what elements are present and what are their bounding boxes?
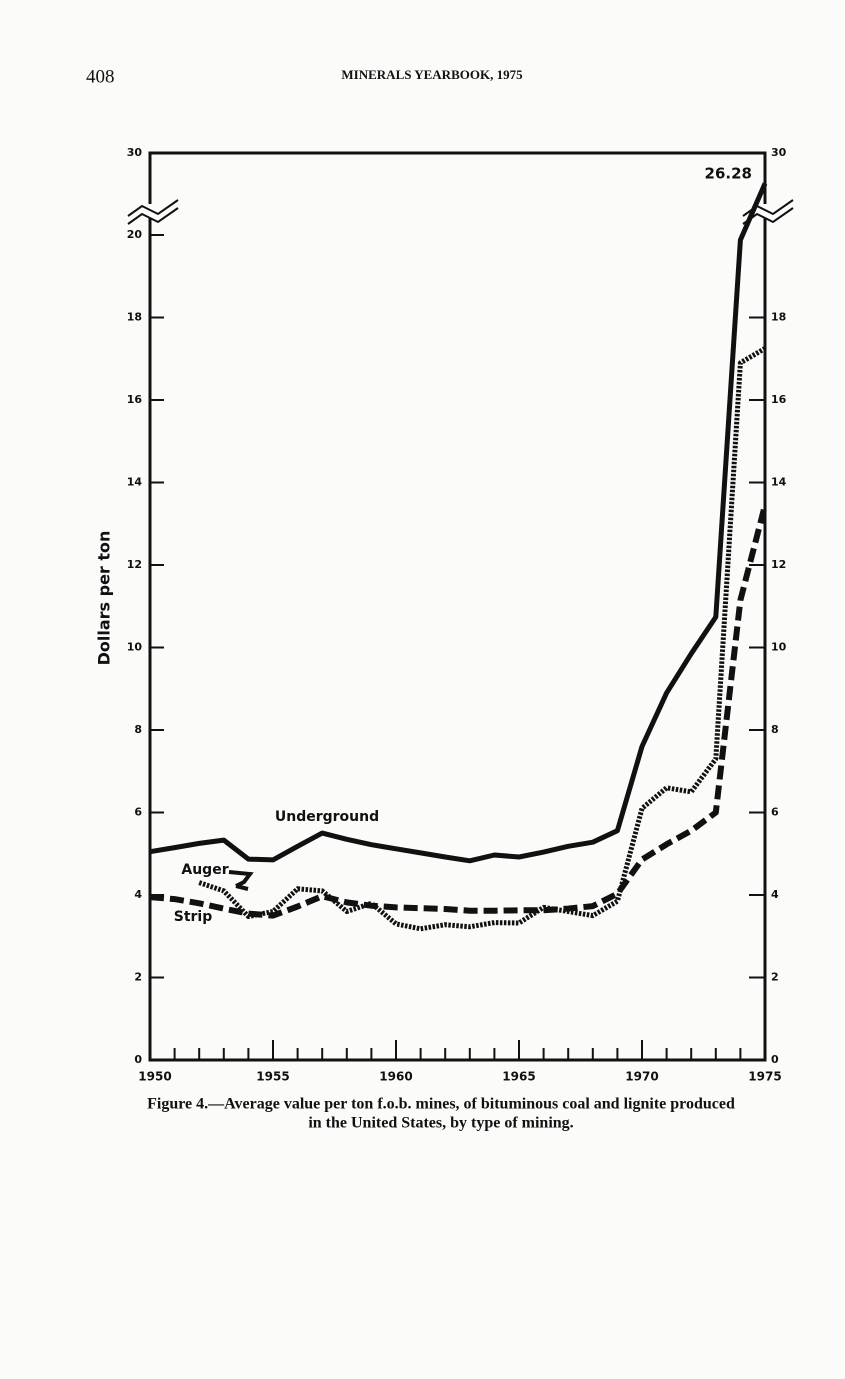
caption-line: in the United States, by type of mining. <box>308 1115 573 1132</box>
y-tick-label: 4 <box>134 888 142 901</box>
y2-tick-label: 6 <box>771 806 779 819</box>
x-tick-label: 1965 <box>502 1070 535 1084</box>
annotation: 26.28 <box>705 165 752 183</box>
y2-tick-label: 30 <box>771 146 787 159</box>
y2-tick-label: 2 <box>771 971 779 984</box>
y2-tick-label: 0 <box>771 1053 779 1066</box>
y-tick-label: 16 <box>127 393 143 406</box>
running-title: MINERALS YEARBOOK, 1975 <box>341 67 523 82</box>
y2-tick-label: 4 <box>771 888 779 901</box>
y-tick-label: 0 <box>134 1053 142 1066</box>
y-tick-label: 10 <box>127 641 143 654</box>
y2-tick-label: 8 <box>771 723 779 736</box>
page-number: 408 <box>86 66 115 87</box>
axis-break-mark <box>127 199 179 217</box>
y-tick-label: 8 <box>134 723 142 736</box>
x-tick-label: 1975 <box>748 1070 781 1084</box>
axis-break-mark <box>127 207 179 225</box>
y2-tick-label: 12 <box>771 558 786 571</box>
series-label: Auger <box>181 862 228 878</box>
y2-tick-label: 16 <box>771 393 787 406</box>
y-tick-label: 30 <box>127 146 143 159</box>
y2-tick-label: 18 <box>771 311 786 324</box>
caption-line: Figure 4.—Average value per ton f.o.b. m… <box>147 1096 735 1113</box>
series-label: Strip <box>174 909 213 925</box>
y-tick-label: 2 <box>134 971 142 984</box>
y-tick-label: 18 <box>127 311 142 324</box>
series-line <box>149 182 768 864</box>
axis-break-mark <box>742 199 794 217</box>
x-tick-label: 1955 <box>256 1070 289 1084</box>
series-line <box>198 346 767 932</box>
series-line <box>149 504 768 919</box>
x-tick-label: 1950 <box>138 1070 171 1084</box>
x-tick-label: 1970 <box>625 1070 658 1084</box>
y-axis-label: Dollars per ton <box>95 531 114 666</box>
y-tick-label: 14 <box>127 476 143 489</box>
y-tick-label: 20 <box>127 228 143 241</box>
series-label: Underground <box>275 809 379 825</box>
auger-arrow <box>228 870 254 891</box>
y-tick-label: 12 <box>127 558 142 571</box>
y-tick-label: 6 <box>134 806 142 819</box>
x-tick-label: 1960 <box>379 1070 412 1084</box>
y2-tick-label: 10 <box>771 641 787 654</box>
y2-tick-label: 14 <box>771 476 787 489</box>
